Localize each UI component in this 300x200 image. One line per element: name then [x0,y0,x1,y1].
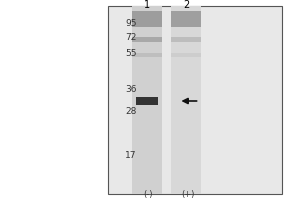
FancyBboxPatch shape [132,11,162,27]
Text: 2: 2 [183,0,189,10]
FancyBboxPatch shape [108,6,282,194]
Text: (+): (+) [181,190,194,200]
Text: 55: 55 [125,48,136,58]
Text: 28: 28 [125,107,136,116]
Text: 17: 17 [125,151,136,160]
FancyBboxPatch shape [171,37,201,42]
Text: 95: 95 [125,19,136,27]
Text: 36: 36 [125,85,136,94]
FancyBboxPatch shape [132,53,162,57]
FancyBboxPatch shape [171,11,201,27]
FancyBboxPatch shape [136,97,158,105]
FancyBboxPatch shape [171,53,201,57]
Text: 1: 1 [144,0,150,10]
FancyBboxPatch shape [132,6,162,194]
FancyBboxPatch shape [171,6,201,194]
Text: 72: 72 [125,32,136,42]
FancyBboxPatch shape [132,37,162,42]
Text: (-): (-) [144,190,153,200]
